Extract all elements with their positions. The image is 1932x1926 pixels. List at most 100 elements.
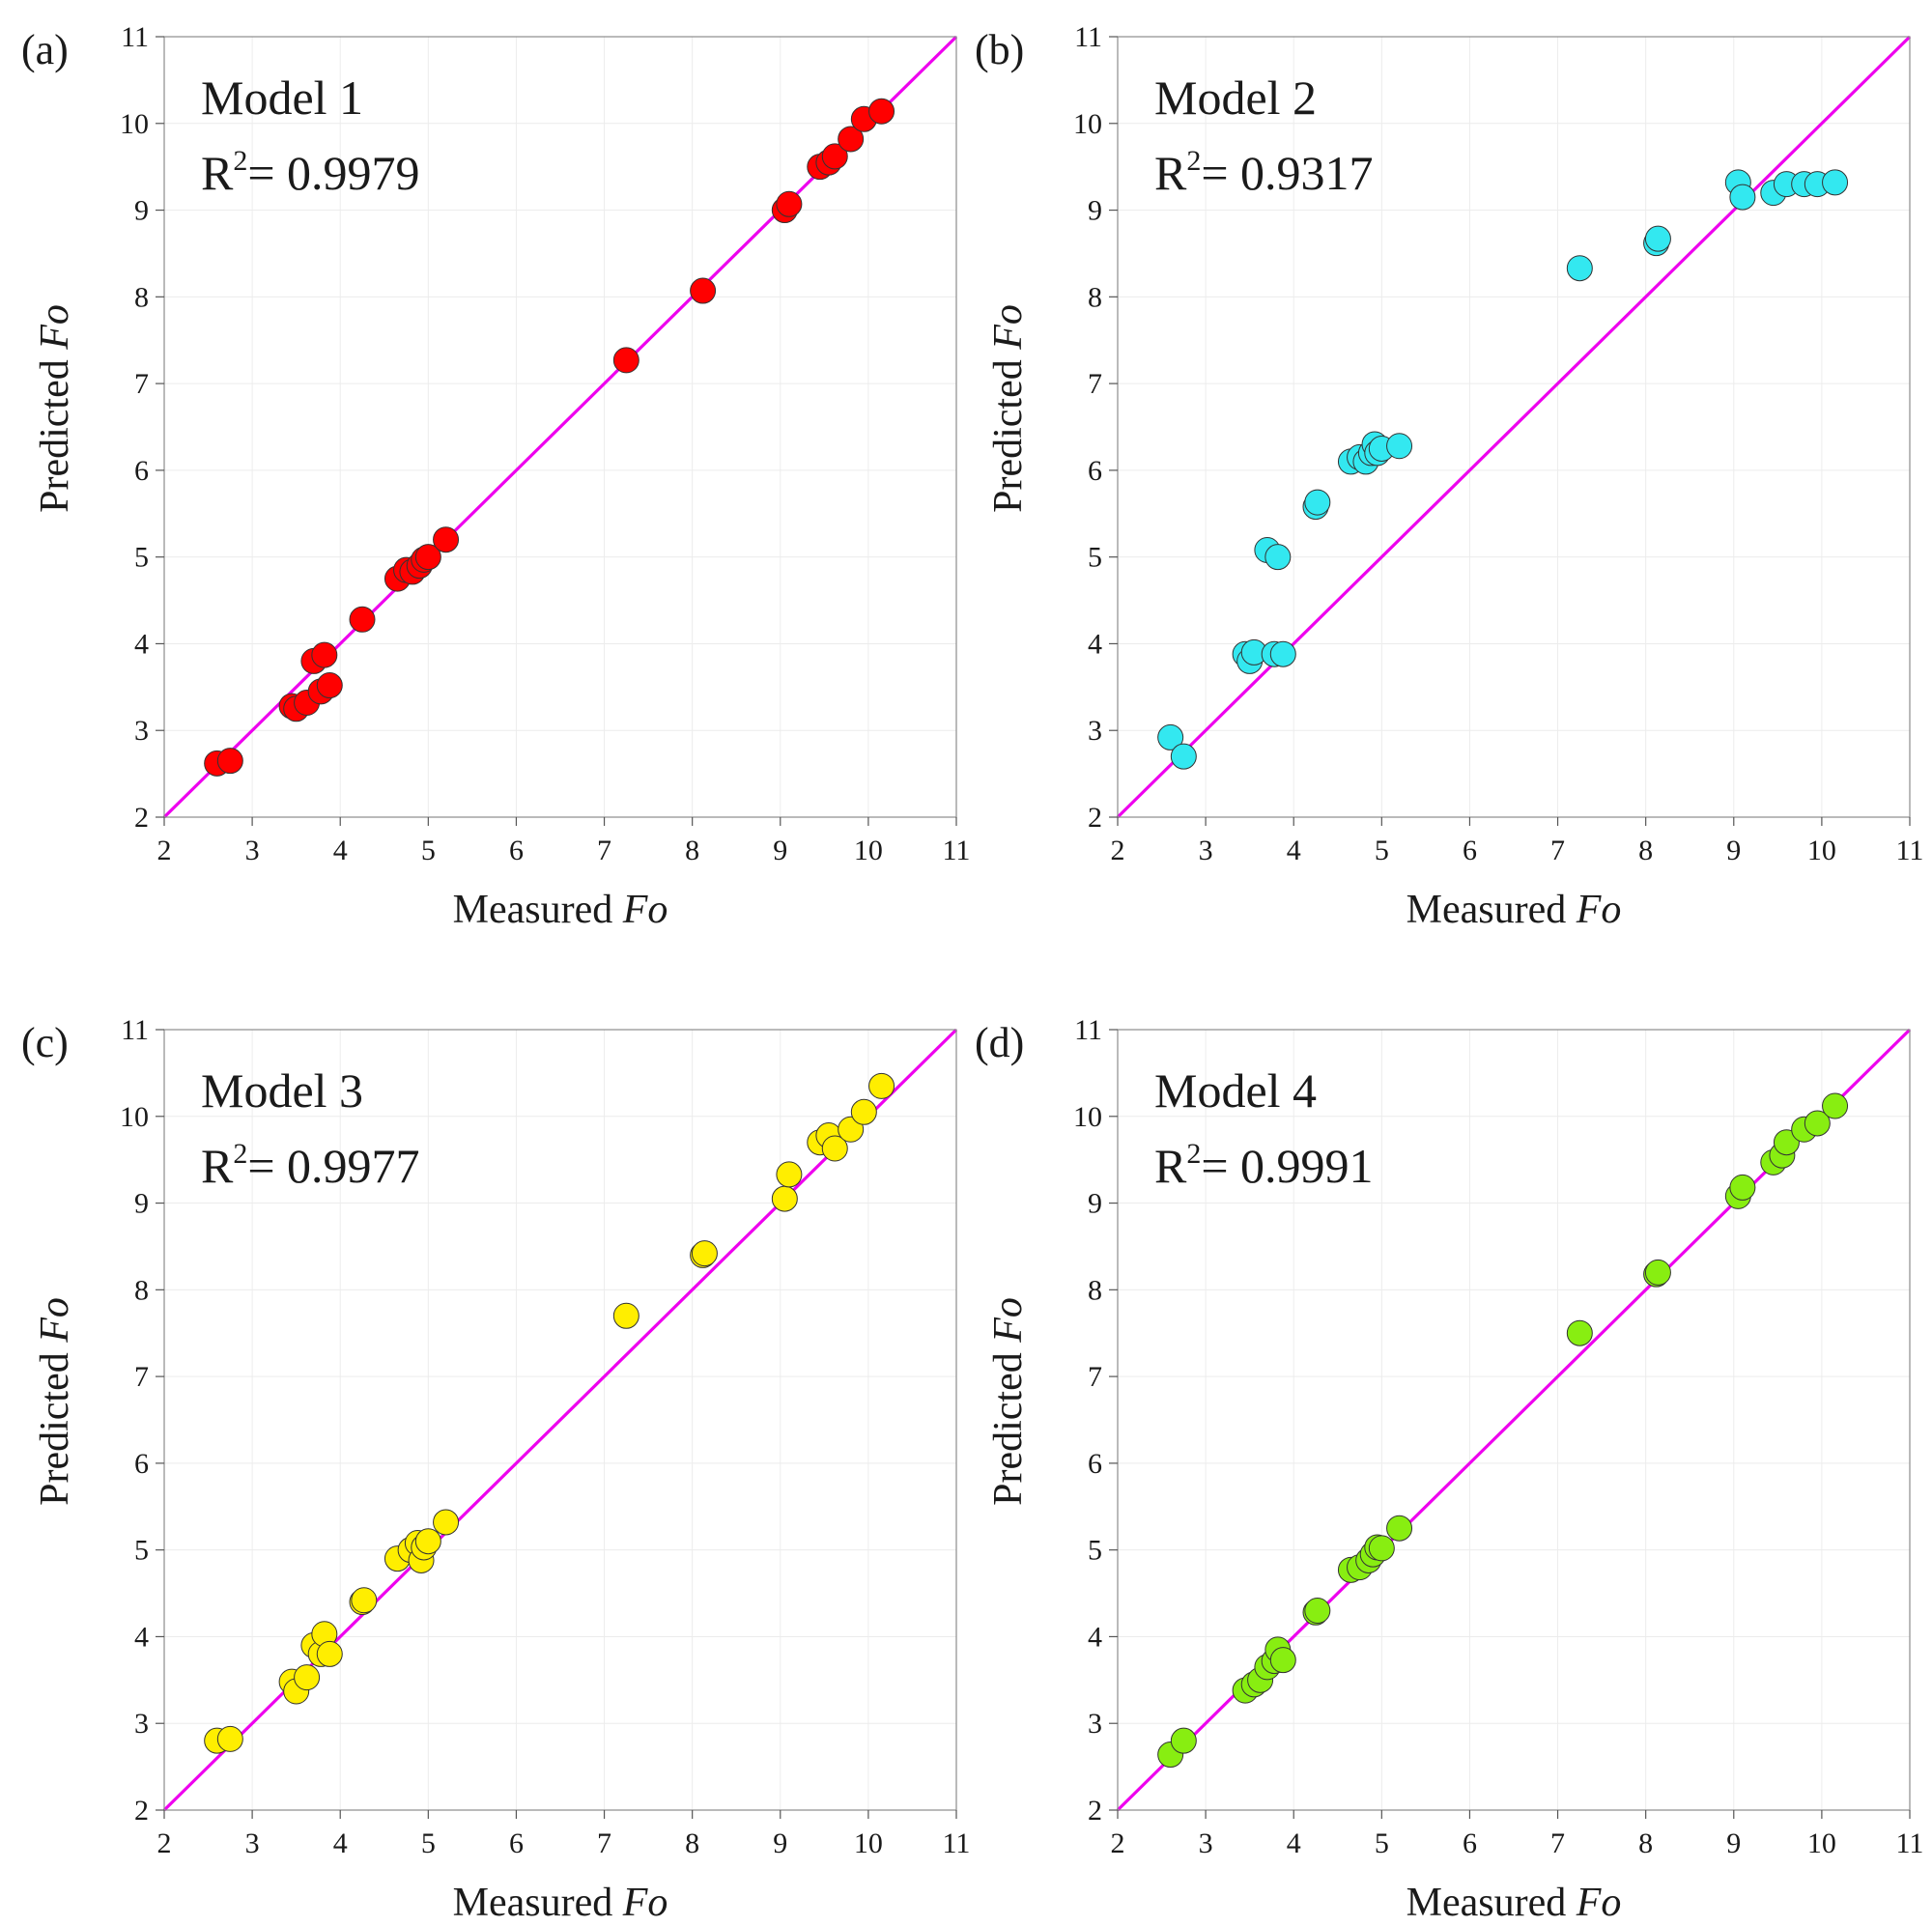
y-tick-label: 3	[1088, 1708, 1102, 1740]
x-tick-label: 3	[245, 835, 260, 866]
y-tick-label: 10	[120, 1101, 149, 1133]
x-tick-label: 4	[333, 835, 348, 866]
data-point	[868, 98, 895, 125]
x-tick-label: 5	[421, 835, 436, 866]
y-axis-title-var: Fo	[33, 1297, 77, 1344]
data-point	[316, 1640, 343, 1667]
y-axis-title-var: Fo	[986, 304, 1031, 351]
y-tick-label: 11	[121, 1014, 149, 1046]
data-point	[1264, 544, 1292, 571]
x-tick-label: 8	[685, 1827, 699, 1859]
x-tick-label: 9	[773, 1827, 787, 1859]
r-squared: R2= 0.9317	[1154, 145, 1374, 200]
y-tick-label: 3	[1088, 715, 1102, 747]
data-point	[868, 1072, 895, 1099]
x-tick-label: 11	[943, 1827, 971, 1859]
r-squared-prefix: R	[201, 1139, 234, 1193]
x-tick-label: 7	[1550, 1827, 1565, 1859]
y-tick-label: 3	[134, 715, 149, 747]
y-axis-title: Predicted Fo	[986, 304, 1031, 513]
data-point	[349, 606, 376, 633]
x-tick-label: 6	[509, 1827, 524, 1859]
y-axis-ticks: 2 3 4 5 6 7 8 9 10 11	[1073, 21, 1118, 834]
data-point	[1566, 1319, 1593, 1346]
r-squared: R2= 0.9979	[201, 145, 420, 200]
data-point	[1170, 1727, 1197, 1754]
data-point	[776, 190, 803, 217]
y-tick-label: 8	[1088, 281, 1102, 313]
y-axis-title-var: Fo	[33, 304, 77, 351]
y-tick-label: 8	[1088, 1274, 1102, 1306]
y-tick-label: 2	[134, 1795, 149, 1827]
y-tick-label: 5	[134, 1535, 149, 1567]
plot-frame	[1117, 36, 1911, 818]
data-point	[1386, 433, 1413, 460]
y-tick-label: 4	[1088, 628, 1102, 660]
r-squared-prefix: R	[1154, 1139, 1187, 1193]
data-point	[351, 1587, 378, 1614]
data-points	[1157, 169, 1849, 770]
x-tick-label: 6	[1463, 1827, 1477, 1859]
y-tick-label: 10	[1073, 1101, 1102, 1133]
y-tick-label: 6	[134, 455, 149, 487]
model-name: Model 4	[1154, 1063, 1317, 1118]
model-name: Model 3	[201, 1063, 363, 1118]
r-squared-value: = 0.9991	[1201, 1139, 1373, 1193]
x-axis-title-var: Fo	[622, 1881, 668, 1925]
data-point	[838, 126, 865, 153]
y-tick-label: 5	[1088, 1535, 1102, 1567]
y-tick-label: 11	[1074, 21, 1102, 53]
r-squared-prefix: R	[201, 146, 234, 200]
data-point	[691, 1240, 718, 1267]
data-point	[316, 672, 343, 699]
data-point	[1729, 1174, 1756, 1201]
y-axis-title: Predicted Fo	[986, 1297, 1031, 1506]
data-point	[311, 641, 338, 668]
data-point	[612, 1302, 639, 1329]
data-point	[776, 1161, 803, 1188]
r-squared: R2= 0.9991	[1154, 1138, 1374, 1193]
r-squared-exponent: 2	[233, 145, 247, 177]
x-axis-title-text: Measured	[453, 888, 613, 932]
x-axis-ticks: 2 3 4 5 6 7 8 9 10 11	[157, 817, 971, 866]
data-point	[1566, 255, 1593, 282]
panel-label: (b)	[975, 26, 1024, 73]
y-tick-label: 4	[1088, 1621, 1102, 1653]
y-axis-title-text: Predicted	[33, 1352, 77, 1506]
y-axis-title-text: Predicted	[33, 359, 77, 513]
data-point	[1386, 1515, 1413, 1542]
x-tick-label: 2	[157, 1827, 172, 1859]
x-tick-label: 11	[1896, 1827, 1924, 1859]
x-tick-label: 10	[1807, 835, 1836, 866]
r-squared-value: = 0.9317	[1201, 146, 1373, 200]
y-axis-title-var: Fo	[986, 1297, 1031, 1344]
x-axis-title-var: Fo	[1576, 1881, 1622, 1925]
data-point	[1170, 743, 1197, 770]
identity-line	[1116, 35, 1912, 819]
x-tick-label: 5	[1375, 1827, 1389, 1859]
x-tick-label: 11	[943, 835, 971, 866]
y-tick-label: 9	[1088, 195, 1102, 227]
x-axis-ticks: 2 3 4 5 6 7 8 9 10 11	[1111, 817, 1923, 866]
data-points	[1157, 1092, 1849, 1769]
x-axis-title: Measured Fo	[1406, 1881, 1622, 1925]
y-tick-label: 9	[1088, 1188, 1102, 1220]
x-tick-label: 9	[773, 835, 787, 866]
y-axis-ticks: 2 3 4 5 6 7 8 9 10 11	[120, 21, 164, 834]
y-tick-label: 7	[1088, 1361, 1102, 1393]
x-axis-title: Measured Fo	[453, 1881, 668, 1925]
y-tick-label: 10	[1073, 108, 1102, 140]
y-axis-title-text: Predicted	[986, 359, 1031, 513]
r-squared-exponent: 2	[1186, 145, 1201, 177]
data-point	[1644, 225, 1671, 252]
model-name: Model 1	[201, 71, 363, 125]
model-name: Model 2	[1154, 71, 1317, 125]
y-tick-label: 9	[134, 1188, 149, 1220]
data-point	[821, 1135, 848, 1162]
plot-frame	[163, 36, 957, 818]
data-point	[414, 1528, 441, 1555]
r-squared: R2= 0.9977	[201, 1138, 420, 1193]
y-tick-label: 9	[134, 195, 149, 227]
x-tick-label: 8	[1638, 1827, 1653, 1859]
